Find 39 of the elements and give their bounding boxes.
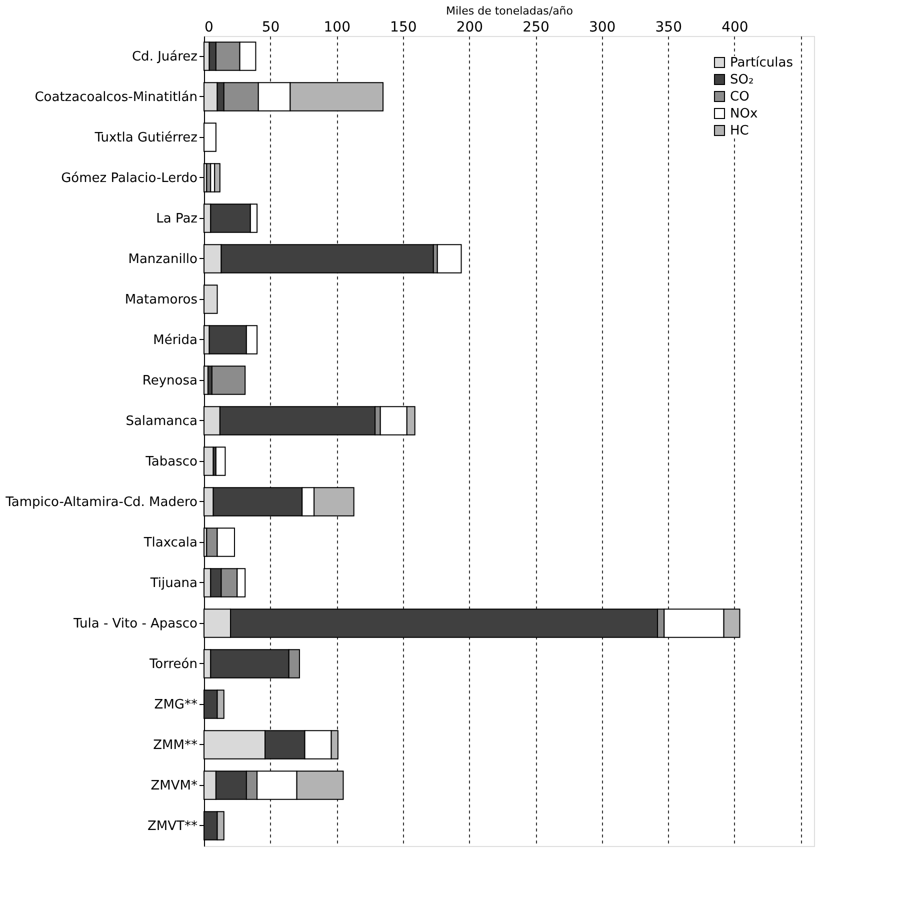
- bar: [214, 163, 220, 192]
- x-axis-title: Miles de toneladas/año: [446, 4, 574, 18]
- y-tick-label: Cd. Juárez: [132, 49, 198, 64]
- legend-label: Partículas: [730, 56, 794, 70]
- y-tick-label: ZMG**: [154, 697, 198, 712]
- x-tick-label: 200: [456, 20, 484, 36]
- x-tick-label: 150: [390, 20, 417, 36]
- bar: [436, 244, 462, 274]
- y-tick-label: Salamanca: [126, 414, 198, 429]
- y-tick-label: Torreón: [148, 656, 198, 672]
- y-tick-label: ZMM**: [153, 738, 198, 753]
- x-tick-label: 350: [655, 20, 682, 36]
- y-tick-label: Tampico-Altamira-Cd. Madero: [4, 494, 198, 510]
- x-tick-label: 50: [262, 20, 280, 36]
- y-tick-label: Mérida: [153, 332, 198, 348]
- y-tick-label: La Paz: [156, 211, 198, 226]
- x-tick-label: 0: [204, 20, 214, 36]
- y-tick-label: ZMVT**: [148, 818, 198, 834]
- x-tick-label: 100: [324, 20, 350, 36]
- x-tick-label: 250: [522, 20, 550, 36]
- y-tick-label: Tula - Vito - Apasco: [72, 616, 198, 632]
- legend-label: NOx: [730, 106, 758, 122]
- y-tick-label: Tijuana: [149, 576, 198, 591]
- legend-label: CO: [730, 90, 750, 104]
- y-tick-label: Coatzacoalcos-Minatitlán: [34, 90, 198, 105]
- y-tick-label: Manzanillo: [128, 252, 198, 267]
- y-tick-label: Gómez Palacio-Lerdo: [61, 170, 198, 186]
- bar: [215, 446, 226, 476]
- bar: [211, 366, 246, 395]
- y-tick-label: ZMVM*: [150, 778, 198, 794]
- x-tick-label: 400: [722, 20, 748, 36]
- y-tick-label: Tabasco: [144, 454, 198, 470]
- legend-label: SO₂: [730, 72, 754, 88]
- y-tick-label: Matamoros: [124, 292, 198, 308]
- y-tick-label: Reynosa: [142, 373, 198, 388]
- y-tick-label: Tuxtla Gutiérrez: [94, 130, 198, 146]
- legend-label: HC: [730, 124, 749, 138]
- x-tick-label: 300: [588, 20, 616, 36]
- y-tick-label: Tlaxcala: [142, 535, 198, 550]
